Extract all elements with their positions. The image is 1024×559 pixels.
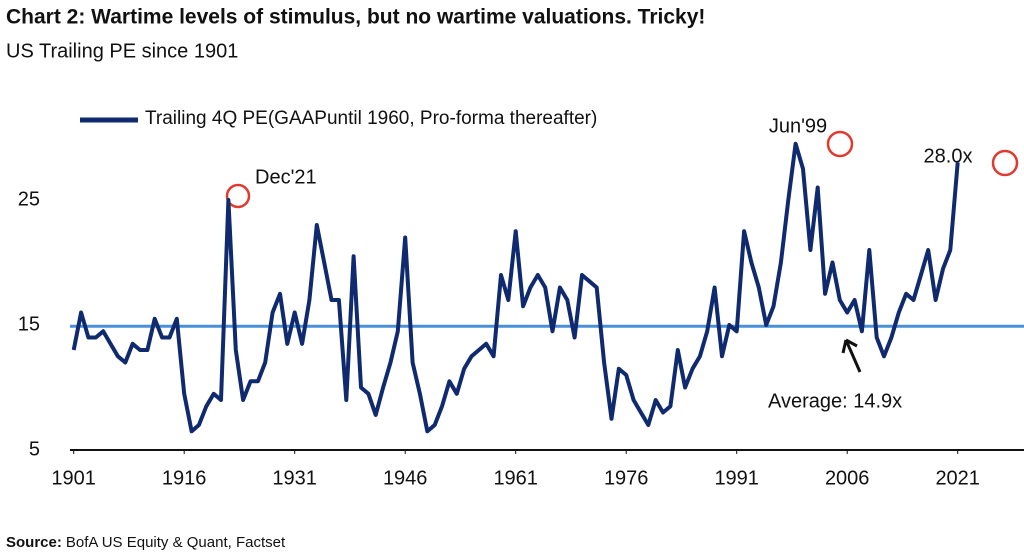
y-tick-label: 5 <box>29 438 40 460</box>
legend-label: Trailing 4Q PE(GAAPuntil 1960, Pro-forma… <box>145 108 597 129</box>
highlight-circle <box>991 149 1019 177</box>
highlight-circle <box>225 183 251 209</box>
source-label: Source: <box>6 534 62 551</box>
source: Source: BofA US Equity & Quant, Factset <box>6 534 286 551</box>
y-tick-label: 15 <box>18 313 40 335</box>
chart-subtitle: US Trailing PE since 1901 <box>6 40 238 62</box>
x-tick-label: 1916 <box>162 467 207 489</box>
annotation: Dec'21 <box>255 166 317 188</box>
annotation: 28.0x <box>924 145 973 167</box>
series-line <box>71 141 960 434</box>
x-tick-label: 1901 <box>51 467 96 489</box>
x-tick-label: 2006 <box>825 467 870 489</box>
y-tick-label: 25 <box>18 188 40 210</box>
arrow <box>841 338 862 373</box>
annotation: Average: 14.9x <box>768 390 902 412</box>
x-tick-label: 1991 <box>714 467 759 489</box>
chart-title: Chart 2: Wartime levels of stimulus, but… <box>6 6 705 29</box>
x-tick-label: 1931 <box>272 467 317 489</box>
source-text: BofA US Equity & Quant, Factset <box>66 534 286 551</box>
x-tick-label: 1976 <box>604 467 649 489</box>
x-tick-label: 1961 <box>493 467 538 489</box>
annotation: Jun'99 <box>769 115 827 137</box>
highlight-circle <box>826 130 854 158</box>
x-tick-label: 1946 <box>383 467 428 489</box>
x-tick-label: 2021 <box>935 467 980 489</box>
